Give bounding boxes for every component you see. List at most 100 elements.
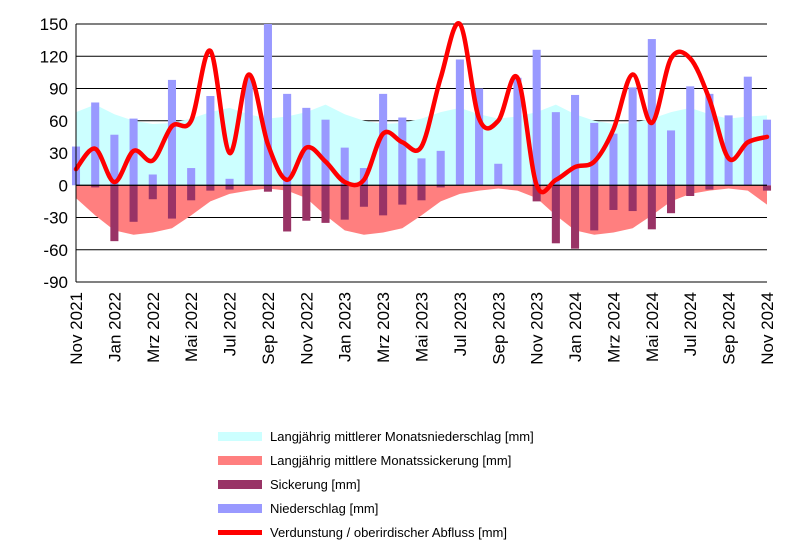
x-tick-label-5: Sep 2022 bbox=[259, 292, 278, 365]
bar-s2-36 bbox=[762, 185, 772, 191]
bar-s2-27 bbox=[590, 185, 599, 231]
bar-s2-13 bbox=[321, 185, 330, 223]
x-tick-label-18: Nov 2024 bbox=[758, 292, 777, 365]
bar-s2-30 bbox=[647, 185, 656, 230]
bar-s2-4 bbox=[148, 185, 157, 200]
bar-s3-4 bbox=[148, 174, 157, 186]
bar-s3-33 bbox=[705, 93, 714, 186]
y-tick-label-7: 120 bbox=[40, 47, 68, 66]
legend-swatch-mean-seepage bbox=[218, 455, 262, 465]
legend-swatch-mean-precipitation bbox=[218, 431, 262, 441]
bar-s2-11 bbox=[283, 185, 292, 232]
bar-s3-25 bbox=[551, 112, 560, 186]
bar-s2-31 bbox=[666, 185, 676, 214]
x-tick-label-0: Nov 2021 bbox=[67, 292, 86, 365]
bar-s2-24 bbox=[532, 185, 541, 202]
bar-s2-28 bbox=[609, 185, 618, 210]
legend-label-seepage: Sickerung [mm] bbox=[270, 476, 361, 492]
bar-s3-35 bbox=[743, 76, 752, 186]
legend-item-seepage: Sickerung [mm] bbox=[218, 472, 534, 496]
legend-item-evaporation: Verdunstung / oberirdischer Abfluss [mm] bbox=[218, 520, 534, 544]
x-tick-label-9: Mai 2023 bbox=[413, 292, 432, 362]
bar-s2-18 bbox=[417, 185, 426, 201]
bar-s3-11 bbox=[283, 93, 292, 186]
legend-label-precipitation: Niederschlag [mm] bbox=[270, 500, 379, 516]
bar-s3-28 bbox=[609, 133, 618, 186]
legend-item-mean-seepage: Langjährig mittlere Monatssickerung [mm] bbox=[218, 448, 534, 472]
x-tick-label-17: Sep 2024 bbox=[720, 292, 739, 365]
x-tick-label-7: Jan 2023 bbox=[336, 292, 355, 362]
bar-s3-24 bbox=[532, 49, 541, 186]
x-tick-label-14: Mrz 2024 bbox=[604, 292, 623, 363]
bar-s3-8 bbox=[225, 178, 234, 186]
line-series bbox=[73, 21, 770, 195]
bar-s3-5 bbox=[167, 79, 177, 186]
x-tick-label-6: Nov 2022 bbox=[297, 292, 316, 365]
y-tick-label-4: 30 bbox=[49, 144, 68, 163]
y-tick-label-0: -90 bbox=[43, 273, 68, 292]
bar-s3-23 bbox=[513, 77, 522, 186]
bar-s2-3 bbox=[129, 185, 138, 222]
bar-s2-12 bbox=[302, 185, 311, 221]
x-tick-label-15: Mai 2024 bbox=[643, 292, 662, 362]
bar-s3-14 bbox=[340, 147, 349, 186]
bar-s3-36 bbox=[762, 119, 772, 186]
bar-s3-21 bbox=[475, 88, 484, 186]
legend-item-precipitation: Niederschlag [mm] bbox=[218, 496, 534, 520]
legend-item-mean-precipitation: Langjährig mittlerer Monatsniederschlag … bbox=[218, 424, 534, 448]
legend-swatch-seepage bbox=[218, 479, 262, 489]
bar-s2-1 bbox=[91, 185, 100, 188]
x-tick-label-13: Jan 2024 bbox=[566, 292, 585, 362]
bar-series bbox=[71, 24, 772, 249]
bar-s2-10 bbox=[263, 185, 272, 192]
bar-s2-25 bbox=[551, 185, 560, 244]
bar-s2-15 bbox=[359, 185, 368, 207]
bar-s3-6 bbox=[187, 168, 196, 186]
bar-s3-13 bbox=[321, 119, 330, 186]
bar-s2-32 bbox=[686, 185, 695, 196]
x-tick-label-2: Mrz 2022 bbox=[144, 292, 163, 363]
bar-s3-20 bbox=[455, 59, 464, 186]
bar-s3-16 bbox=[379, 93, 388, 186]
bar-s3-10 bbox=[263, 24, 272, 186]
bar-s3-1 bbox=[91, 102, 100, 186]
bar-s3-2 bbox=[110, 134, 119, 186]
legend-swatch-precipitation bbox=[218, 503, 262, 513]
chart: -90 -60 -30 0 30 60 90 120 150 Nov 2021 Jan 2022 M… bbox=[40, 15, 777, 365]
bar-s3-32 bbox=[686, 86, 695, 186]
y-tick-label-1: -60 bbox=[43, 241, 68, 260]
bar-s3-7 bbox=[206, 96, 215, 186]
x-tick-label-11: Sep 2023 bbox=[489, 292, 508, 365]
line-series-4 bbox=[73, 21, 770, 195]
x-tick-label-16: Jul 2024 bbox=[681, 292, 700, 356]
legend-swatch-evaporation bbox=[218, 529, 262, 535]
bar-s2-17 bbox=[398, 185, 407, 205]
bar-s3-30 bbox=[647, 39, 656, 186]
bar-s2-33 bbox=[705, 185, 714, 190]
x-tick-label-1: Jan 2022 bbox=[105, 292, 124, 362]
legend-label-mean-precipitation: Langjährig mittlerer Monatsniederschlag … bbox=[270, 428, 534, 444]
bar-s3-19 bbox=[436, 150, 445, 186]
bar-s2-29 bbox=[628, 185, 637, 212]
x-tick-label-12: Nov 2023 bbox=[528, 292, 547, 365]
bar-s3-22 bbox=[494, 163, 503, 186]
axes bbox=[75, 24, 767, 283]
x-tick-labels: Nov 2021 Jan 2022 Mrz 2022 Mai 2022 Jul 2022… bbox=[67, 292, 777, 365]
y-tick-label-2: -30 bbox=[43, 209, 68, 228]
bar-s2-19 bbox=[436, 185, 445, 188]
x-tick-label-8: Mrz 2023 bbox=[374, 292, 393, 363]
y-tick-label-6: 90 bbox=[49, 80, 68, 99]
y-tick-label-3: 0 bbox=[59, 176, 68, 195]
x-tick-label-3: Mai 2022 bbox=[182, 292, 201, 362]
bar-s3-29 bbox=[628, 87, 637, 186]
legend-label-mean-seepage: Langjährig mittlere Monatssickerung [mm] bbox=[270, 452, 512, 468]
bar-s3-27 bbox=[590, 122, 599, 186]
bar-s3-26 bbox=[571, 94, 580, 186]
y-tick-label-8: 150 bbox=[40, 15, 68, 34]
bar-s2-6 bbox=[187, 185, 196, 201]
bar-s3-17 bbox=[398, 117, 407, 186]
bar-s2-7 bbox=[206, 185, 215, 191]
bar-s2-8 bbox=[225, 185, 234, 190]
bar-s2-14 bbox=[340, 185, 349, 220]
x-tick-label-4: Jul 2022 bbox=[221, 292, 240, 356]
